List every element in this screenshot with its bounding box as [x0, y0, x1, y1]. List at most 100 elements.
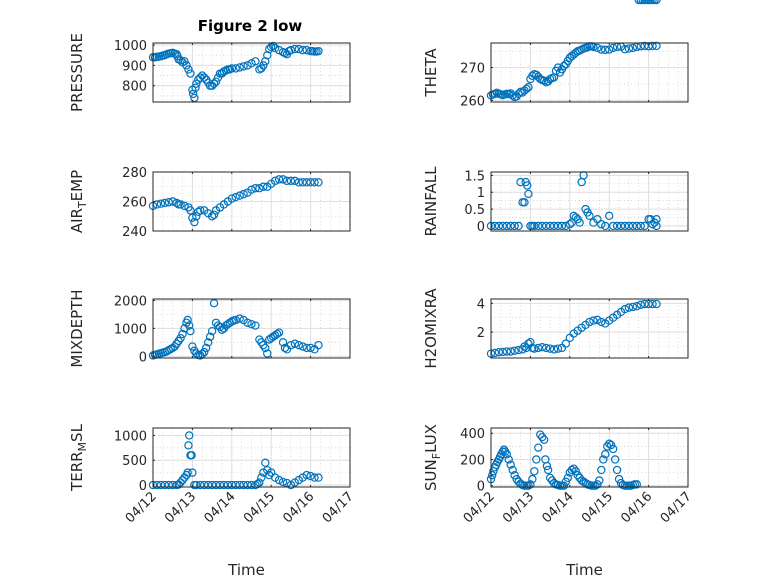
data-point — [510, 471, 519, 480]
data-point — [188, 468, 197, 477]
data-point — [585, 211, 594, 221]
data-point — [227, 194, 236, 203]
data-point — [530, 221, 539, 231]
data-point — [612, 465, 622, 475]
data-point — [524, 189, 533, 199]
data-point — [227, 64, 236, 73]
data-point — [194, 207, 203, 217]
data-point — [259, 61, 268, 70]
data-point — [522, 84, 531, 94]
data-point — [188, 342, 197, 351]
data-point — [183, 468, 192, 477]
data-point — [302, 178, 311, 187]
data-point — [255, 184, 264, 193]
data-point — [605, 439, 614, 448]
series-markers — [148, 41, 323, 103]
data-point — [235, 314, 244, 323]
plot-area — [491, 299, 688, 358]
data-point — [534, 343, 543, 353]
data-point — [606, 440, 616, 450]
x-tick-label: 04/14 — [202, 489, 239, 526]
data-point — [186, 206, 195, 215]
data-point — [253, 479, 262, 489]
data-point — [585, 317, 594, 327]
y-tick-label: 1000 — [114, 322, 147, 337]
data-point — [545, 221, 555, 231]
data-point — [530, 344, 539, 353]
data-point — [243, 61, 252, 70]
data-point — [575, 218, 584, 227]
data-point — [620, 304, 630, 314]
y-tick-label: 0 — [139, 479, 147, 494]
data-point — [514, 221, 523, 231]
data-point — [263, 349, 272, 358]
data-point — [247, 480, 256, 490]
data-point — [310, 178, 319, 187]
data-point — [247, 59, 256, 68]
series-markers — [486, 41, 661, 102]
y-tick-label: 1000 — [114, 39, 147, 54]
data-point — [268, 41, 278, 51]
data-point — [187, 451, 196, 460]
data-point — [184, 65, 193, 74]
plot-area — [491, 43, 688, 102]
data-point — [553, 344, 563, 353]
data-point — [247, 185, 256, 194]
y-axis-label: PRESSURE — [68, 33, 86, 112]
data-point — [508, 465, 517, 475]
y-tick-label: 0 — [139, 350, 147, 365]
data-point — [290, 44, 300, 54]
data-point — [286, 176, 296, 186]
data-point — [632, 480, 641, 489]
data-point — [251, 184, 260, 193]
data-point — [294, 178, 303, 187]
x-tick-label: 04/17 — [320, 489, 357, 526]
data-point — [156, 199, 166, 208]
data-point — [196, 480, 205, 490]
data-point — [640, 41, 649, 51]
data-point — [278, 477, 288, 487]
y-axis-label: RAINFALL — [422, 166, 440, 237]
data-point — [298, 178, 307, 187]
data-point — [557, 221, 567, 231]
data-point — [255, 478, 264, 487]
data-point — [545, 344, 555, 353]
y-tick-label: 260 — [460, 94, 485, 109]
data-point — [172, 198, 181, 208]
figure-title: Figure 2 low — [198, 17, 303, 35]
data-point — [561, 339, 571, 348]
data-point — [314, 46, 323, 56]
y-axis-label: TERRMSL — [68, 423, 89, 492]
data-point — [652, 299, 661, 309]
data-point — [538, 432, 547, 442]
data-point — [196, 206, 205, 215]
data-point — [494, 221, 504, 231]
data-point — [591, 481, 600, 490]
data-point — [640, 221, 649, 231]
data-point — [298, 342, 307, 351]
data-point — [247, 319, 256, 329]
data-point — [209, 210, 219, 219]
data-point — [524, 481, 533, 490]
data-point — [526, 480, 535, 489]
data-point — [636, 221, 645, 231]
data-point — [192, 212, 201, 221]
data-point — [498, 347, 508, 357]
data-point — [648, 41, 657, 51]
y-tick-label: 4 — [477, 297, 485, 312]
data-point — [620, 45, 630, 54]
data-point — [186, 326, 195, 336]
y-tick-label: 400 — [460, 427, 485, 442]
data-point — [207, 212, 217, 221]
data-point — [520, 198, 529, 207]
series-markers — [486, 299, 661, 358]
data-point — [502, 347, 511, 356]
data-point — [553, 63, 563, 72]
data-point — [553, 221, 563, 231]
data-point — [164, 198, 173, 207]
axes-frame — [152, 42, 351, 103]
y-tick-label: 0.5 — [464, 203, 485, 218]
data-point — [571, 213, 580, 222]
data-point — [231, 192, 240, 202]
data-point — [536, 430, 545, 439]
